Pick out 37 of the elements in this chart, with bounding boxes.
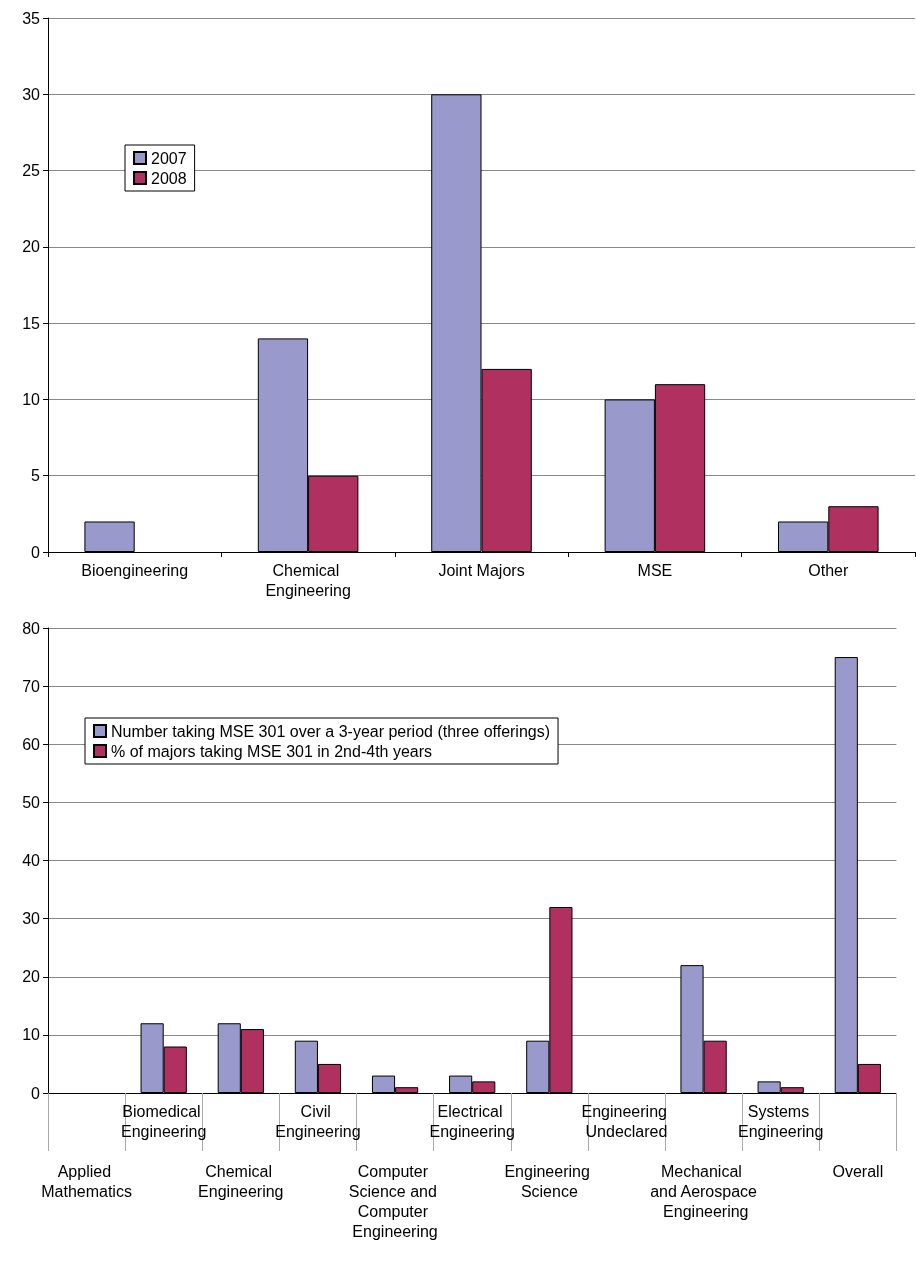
x-tick-label: Other xyxy=(808,561,849,579)
y-tick-label: 35 xyxy=(22,9,41,27)
y-tick-label: 40 xyxy=(22,852,41,869)
y-tick-label: 25 xyxy=(22,162,41,180)
x-tick-label: Biomedical Engineering xyxy=(120,1102,207,1140)
x-tick-label: Engineering Undeclared xyxy=(581,1102,672,1140)
x-tick-label: Chemical Engineering xyxy=(198,1162,284,1200)
y-tick-label: 20 xyxy=(22,968,41,986)
x-tick-label: Electrical Engineering xyxy=(429,1102,515,1140)
legend-label: Number taking MSE 301 over a 3-year period (three offerings) xyxy=(111,722,551,740)
y-tick-label: 20 xyxy=(22,238,41,256)
y-tick-label: 0 xyxy=(31,1084,41,1102)
x-tick-label: Joint Majors xyxy=(438,561,525,579)
x-tick-label: MSE xyxy=(637,561,673,579)
x-tick-label: Mechanical and Aerospace Engineering xyxy=(650,1162,758,1220)
legend-label: 2007 xyxy=(151,149,187,167)
x-tick-label: Applied Mathematics xyxy=(41,1162,132,1200)
y-tick-label: 5 xyxy=(31,467,41,485)
y-tick-label: 30 xyxy=(22,85,41,103)
y-tick-label: 60 xyxy=(22,735,41,753)
y-tick-label: 10 xyxy=(22,390,41,408)
x-tick-label: Overall xyxy=(832,1162,884,1180)
y-tick-label: 30 xyxy=(22,910,41,928)
x-tick-label: Engineering Science xyxy=(504,1162,595,1200)
legend-label: % of majors taking MSE 301 in 2nd-4th years xyxy=(111,742,433,760)
x-tick-label: Bioengineering xyxy=(81,561,189,579)
y-tick-label: 80 xyxy=(22,619,41,637)
legend-label: 2008 xyxy=(151,169,187,187)
x-tick-label: Computer Science and Computer Engineering xyxy=(348,1162,442,1240)
y-tick-label: 70 xyxy=(22,677,41,695)
x-tick-label: Systems Engineering xyxy=(738,1102,824,1140)
y-tick-label: 15 xyxy=(22,314,41,332)
y-tick-label: 10 xyxy=(22,1026,41,1044)
y-tick-label: 50 xyxy=(22,793,41,811)
y-tick-label: 0 xyxy=(31,543,41,561)
x-tick-label: Chemical Engineering xyxy=(265,561,351,599)
x-tick-label: Civil Engineering xyxy=(275,1102,361,1140)
